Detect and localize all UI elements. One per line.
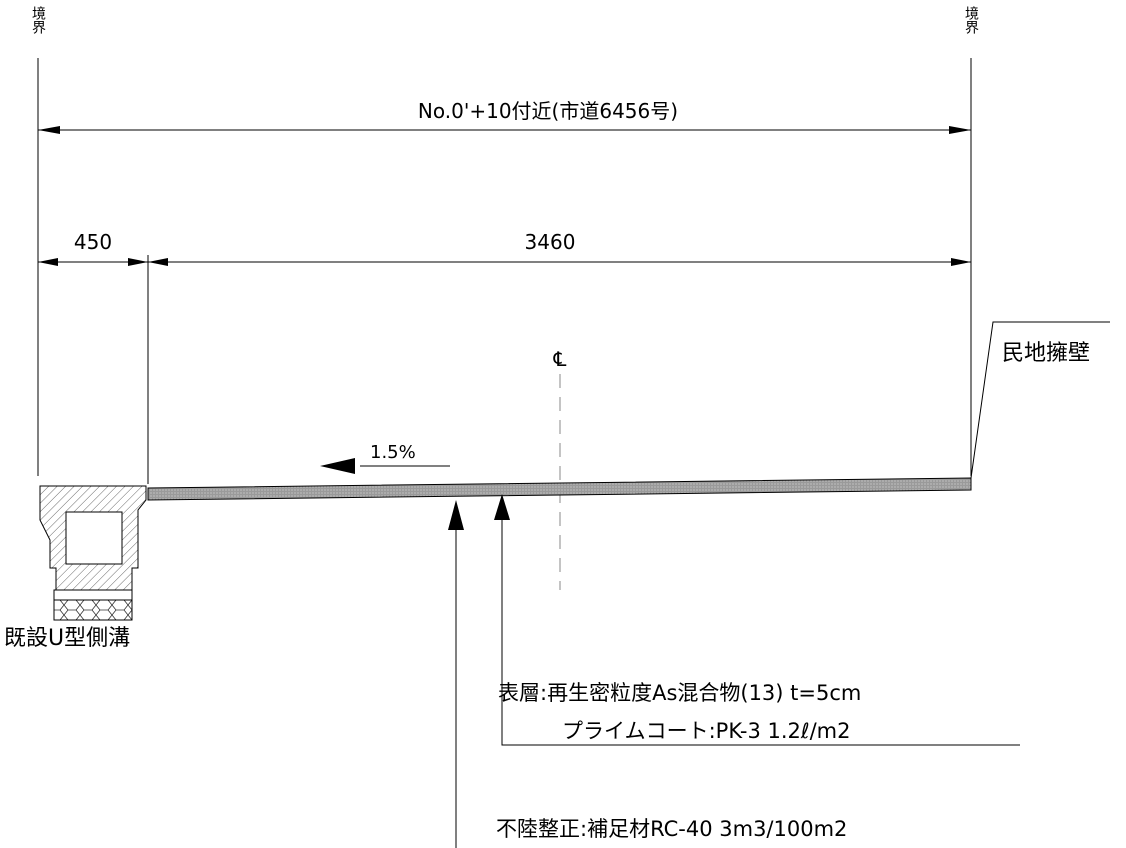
slope-arrow bbox=[320, 458, 450, 474]
slope-value: 1.5% bbox=[370, 442, 416, 463]
leveling-layer-leader bbox=[448, 500, 464, 848]
overall-dimension-line bbox=[38, 126, 971, 134]
gutter-width-dimension-line bbox=[38, 258, 148, 266]
retaining-wall bbox=[970, 321, 1110, 479]
leveling-layer-line1: 不陸整正:補足材RC-40 3m3/100m2 bbox=[496, 817, 847, 841]
surface-layer-line2: プライムコート:PK-3 1.2ℓ/m2 bbox=[562, 719, 850, 743]
existing-u-gutter bbox=[39, 485, 147, 621]
road-width-dimension-line bbox=[148, 258, 971, 266]
centerline-symbol: ℄ bbox=[553, 347, 567, 371]
svg-text:境界: 境界 bbox=[30, 6, 46, 35]
existing-gutter-label: 既設U型側溝 bbox=[4, 626, 130, 651]
left-boundary-label: 境界 bbox=[30, 6, 46, 35]
road-width-value: 3460 bbox=[525, 230, 576, 254]
retaining-wall-label: 民地擁壁 bbox=[1002, 341, 1090, 366]
svg-text:境界: 境界 bbox=[963, 6, 979, 35]
right-boundary-label: 境界 bbox=[963, 6, 979, 35]
station-label: No.0'+10付近(市道6456号) bbox=[418, 99, 678, 123]
gutter-width-value: 450 bbox=[74, 230, 112, 254]
pavement-layer bbox=[147, 477, 972, 501]
surface-layer-line1: 表層:再生密粒度As混合物(13) t=5cm bbox=[498, 681, 861, 705]
surface-layer-leader bbox=[494, 494, 1020, 746]
